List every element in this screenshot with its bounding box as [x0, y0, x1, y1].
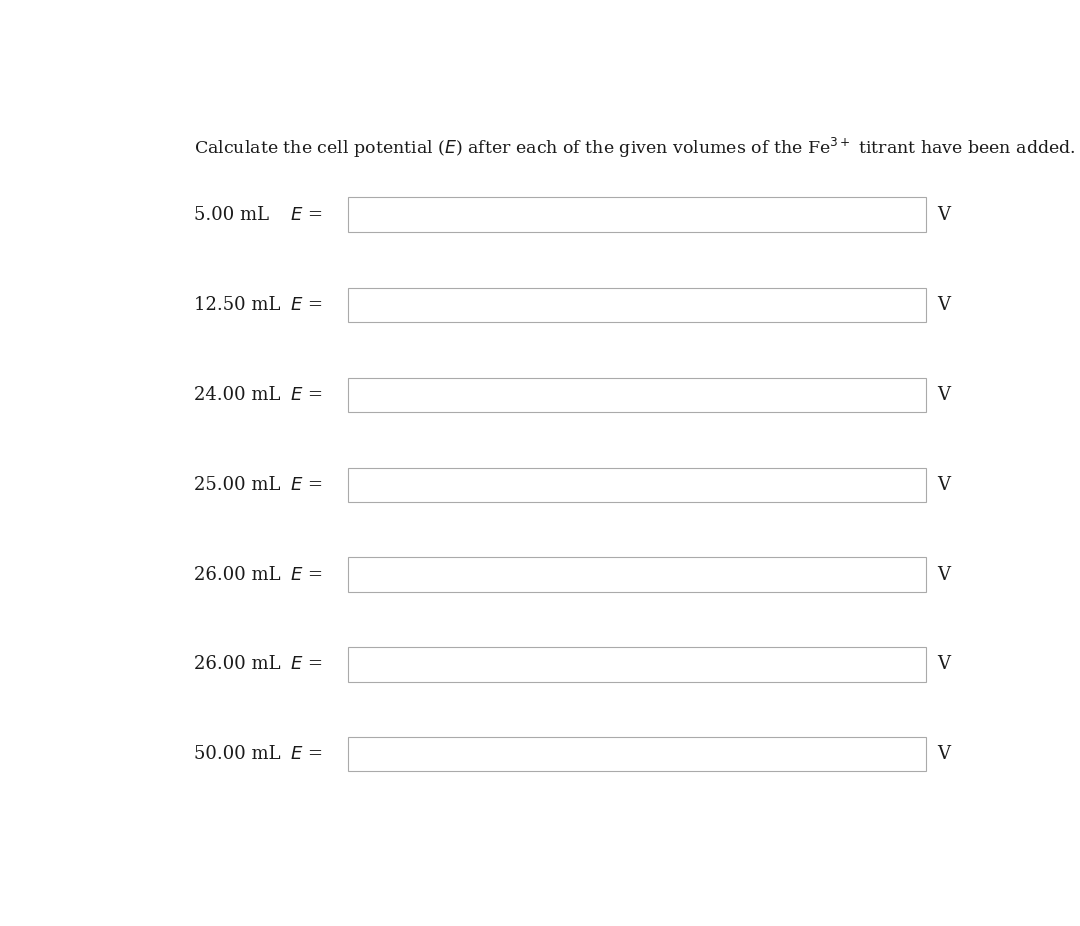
- Text: V: V: [936, 656, 949, 673]
- Text: 12.50 mL: 12.50 mL: [193, 296, 280, 314]
- Text: V: V: [936, 476, 949, 494]
- FancyBboxPatch shape: [349, 468, 926, 502]
- Text: V: V: [936, 296, 949, 314]
- Text: $E$ =: $E$ =: [289, 206, 322, 223]
- FancyBboxPatch shape: [349, 737, 926, 771]
- FancyBboxPatch shape: [349, 288, 926, 322]
- Text: $E$ =: $E$ =: [289, 386, 322, 404]
- Text: V: V: [936, 386, 949, 404]
- FancyBboxPatch shape: [349, 197, 926, 232]
- Text: $E$ =: $E$ =: [289, 656, 322, 673]
- Text: 26.00 mL: 26.00 mL: [193, 566, 280, 583]
- Text: 5.00 mL: 5.00 mL: [193, 206, 269, 223]
- Text: $E$ =: $E$ =: [289, 476, 322, 494]
- Text: 25.00 mL: 25.00 mL: [193, 476, 280, 494]
- Text: $E$ =: $E$ =: [289, 296, 322, 314]
- Text: V: V: [936, 745, 949, 763]
- Text: V: V: [936, 566, 949, 583]
- FancyBboxPatch shape: [349, 378, 926, 412]
- Text: 24.00 mL: 24.00 mL: [193, 386, 280, 404]
- Text: $E$ =: $E$ =: [289, 745, 322, 763]
- FancyBboxPatch shape: [349, 557, 926, 592]
- Text: 50.00 mL: 50.00 mL: [193, 745, 280, 763]
- Text: $E$ =: $E$ =: [289, 566, 322, 583]
- FancyBboxPatch shape: [349, 647, 926, 682]
- Text: 26.00 mL: 26.00 mL: [193, 656, 280, 673]
- Text: V: V: [936, 206, 949, 223]
- Text: Calculate the cell potential ($E$) after each of the given volumes of the Fe$^{3: Calculate the cell potential ($E$) after…: [193, 136, 1075, 160]
